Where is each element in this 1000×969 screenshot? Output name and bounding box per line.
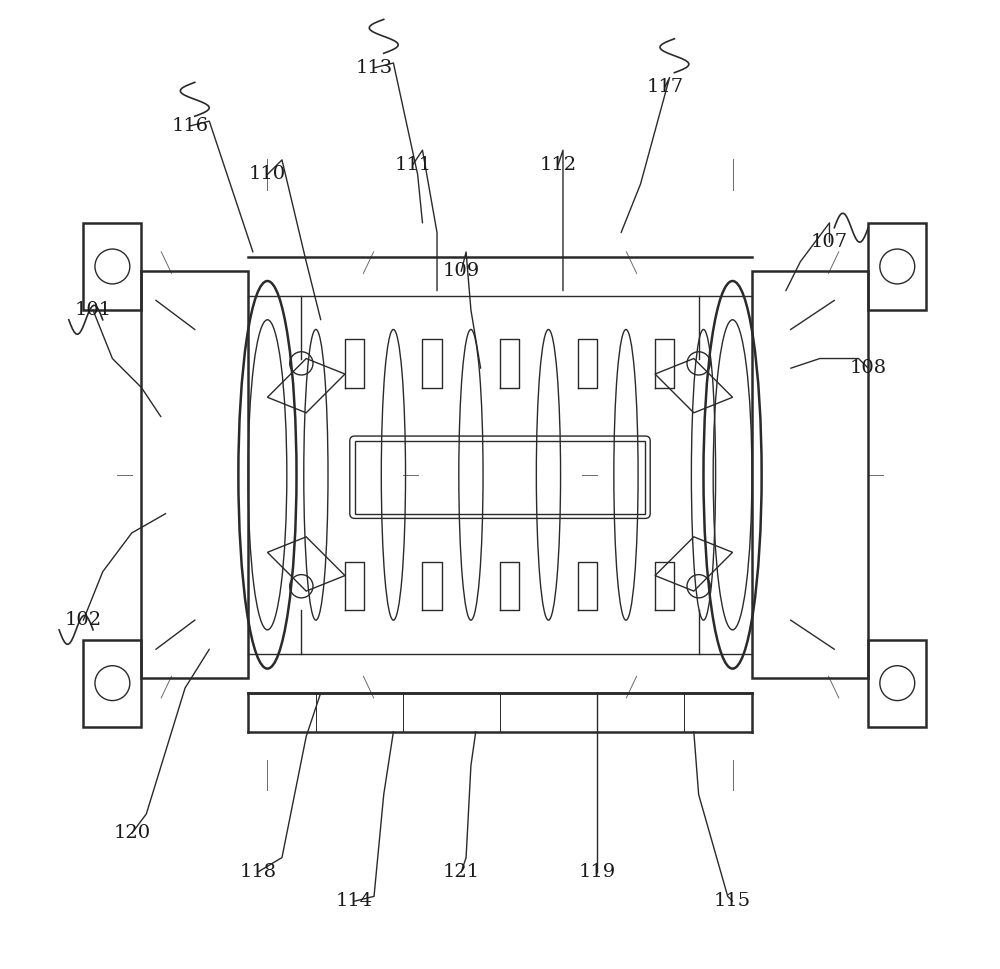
Text: 102: 102	[65, 611, 102, 629]
Text: 101: 101	[74, 301, 112, 319]
Text: 108: 108	[850, 359, 887, 377]
Text: 107: 107	[811, 234, 848, 251]
Text: 118: 118	[239, 863, 276, 881]
Text: 115: 115	[714, 892, 751, 910]
Text: 119: 119	[578, 863, 616, 881]
Text: 116: 116	[171, 117, 208, 135]
Text: 117: 117	[646, 78, 683, 96]
Text: 111: 111	[394, 156, 431, 173]
Text: 113: 113	[355, 59, 393, 77]
Text: 112: 112	[540, 156, 577, 173]
Text: 110: 110	[249, 166, 286, 183]
Text: 109: 109	[443, 263, 480, 280]
Text: 114: 114	[336, 892, 373, 910]
Text: 120: 120	[113, 825, 150, 842]
Text: 121: 121	[443, 863, 480, 881]
